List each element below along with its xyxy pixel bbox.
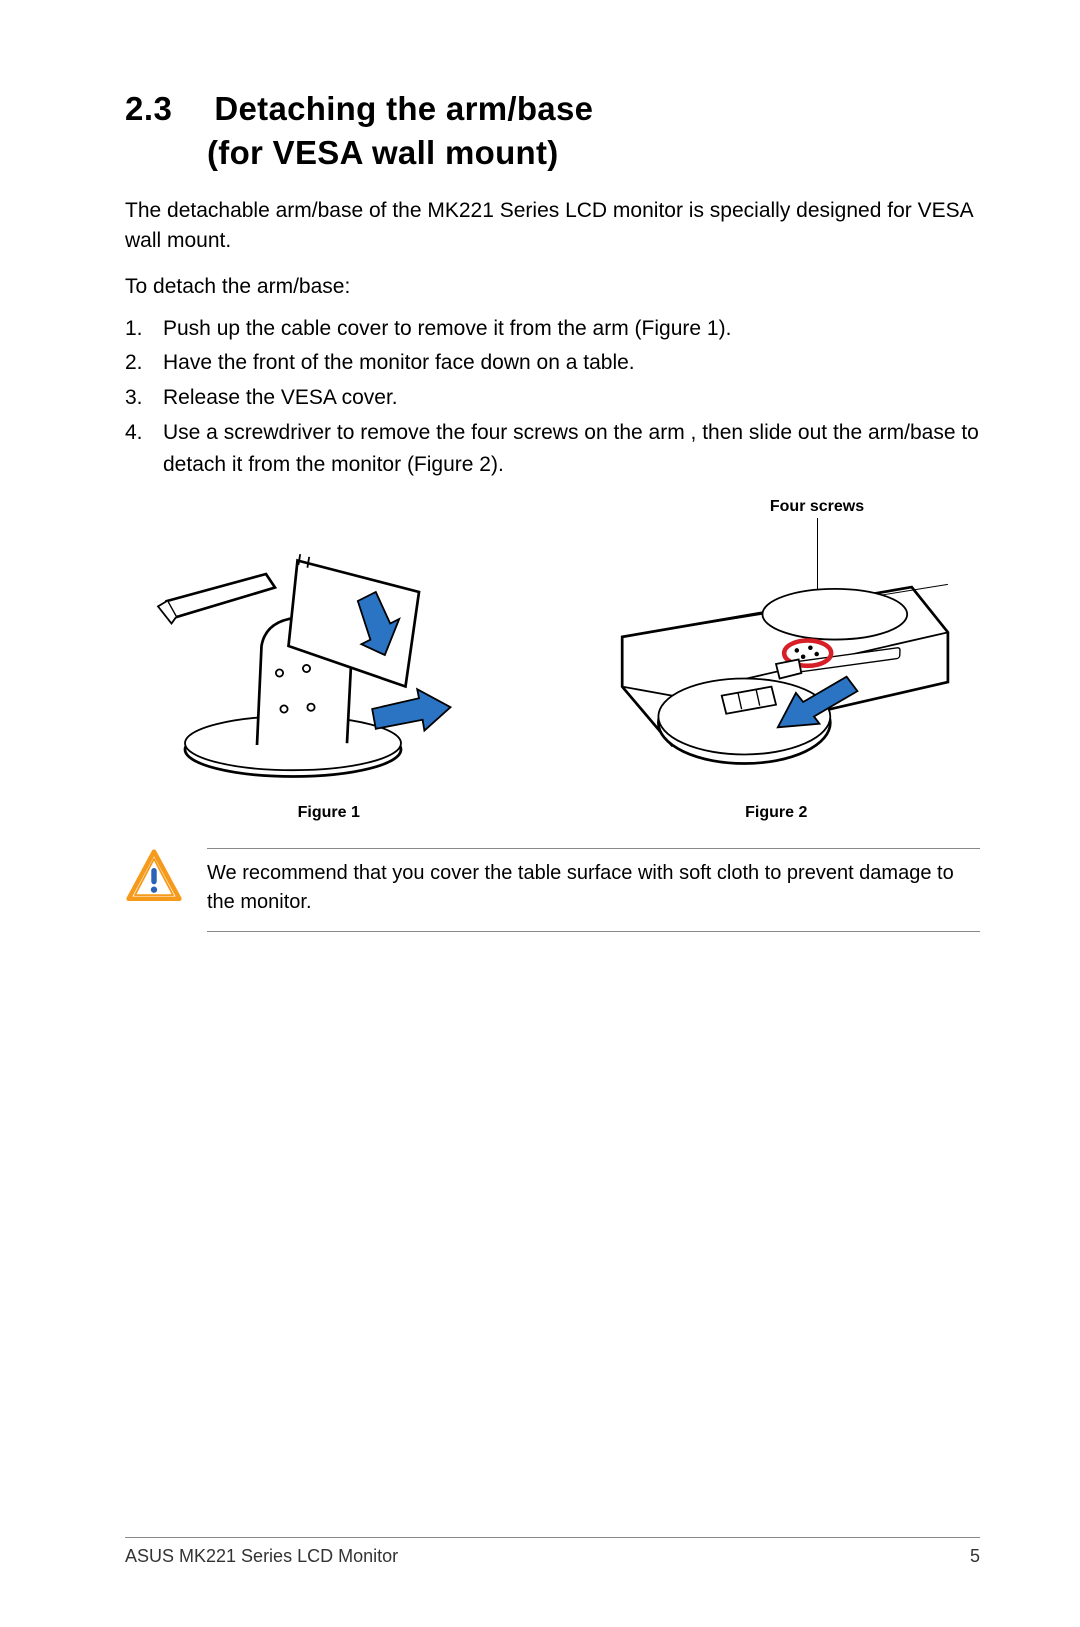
figure-1-illustration xyxy=(149,534,509,794)
steps-list: 1.Push up the cable cover to remove it f… xyxy=(125,313,980,482)
intro-paragraph: The detachable arm/base of the MK221 Ser… xyxy=(125,196,980,257)
warning-icon xyxy=(125,848,183,906)
step-item: 3.Release the VESA cover. xyxy=(125,382,980,415)
step-item: 2.Have the front of the monitor face dow… xyxy=(125,347,980,380)
manual-page: 2.3 Detaching the arm/base (for VESA wal… xyxy=(0,0,1080,1627)
caution-text: We recommend that you cover the table su… xyxy=(207,848,980,932)
pre-list-text: To detach the arm/base: xyxy=(125,275,980,299)
page-footer: ASUS MK221 Series LCD Monitor 5 xyxy=(125,1537,980,1567)
four-screws-leader-line xyxy=(817,518,818,590)
figure-2-caption: Figure 2 xyxy=(745,804,807,822)
four-screws-label: Four screws xyxy=(770,498,864,516)
figure-2: Four screws xyxy=(573,534,981,822)
section-title-line2: (for VESA wall mount) xyxy=(207,134,980,172)
figure-1-caption: Figure 1 xyxy=(298,804,360,822)
figure-2-illustration xyxy=(586,534,966,794)
arrow-out-icon xyxy=(372,689,450,730)
footer-product: ASUS MK221 Series LCD Monitor xyxy=(125,1546,398,1567)
step-item: 4.Use a screwdriver to remove the four s… xyxy=(125,417,980,482)
section-heading: 2.3 Detaching the arm/base (for VESA wal… xyxy=(125,90,980,172)
section-title-line1: Detaching the arm/base xyxy=(214,90,593,128)
caution-note: We recommend that you cover the table su… xyxy=(125,848,980,932)
footer-page-number: 5 xyxy=(970,1546,980,1567)
step-item: 1.Push up the cable cover to remove it f… xyxy=(125,313,980,346)
figure-1: Figure 1 xyxy=(125,534,533,822)
figures-row: Figure 1 Four screws xyxy=(125,534,980,822)
section-number: 2.3 xyxy=(125,90,172,128)
